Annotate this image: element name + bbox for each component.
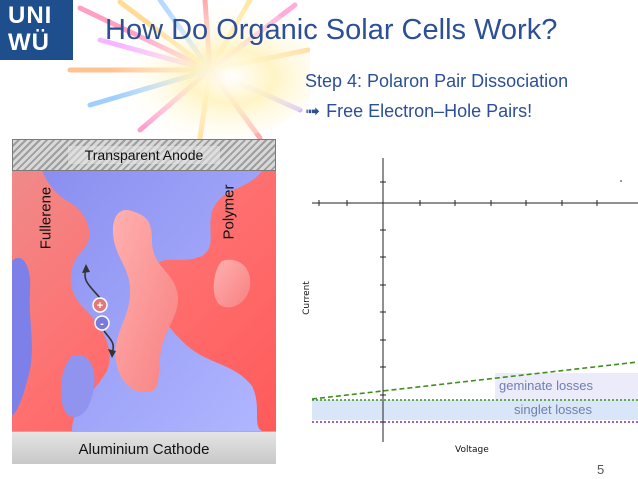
page-number: 5 [597, 462, 605, 477]
polymer-domain-left [12, 257, 32, 416]
x-axis-label: Voltage [455, 445, 489, 455]
fullerene-label: Fullerene [37, 186, 55, 250]
y-axis-label: Current [302, 281, 312, 315]
right-arrow-icon: ➟ [305, 101, 321, 121]
blend-morphology: + - [12, 171, 276, 431]
hole-sign: + [97, 300, 103, 312]
hole-charge [92, 297, 108, 313]
iv-plot [311, 158, 638, 442]
hole-arrowhead [82, 264, 90, 273]
fullerene-island [213, 259, 251, 308]
slide-subtitle: Step 4: Polaron Pair Dissociation [305, 71, 569, 91]
singlet-loss-band [312, 400, 638, 420]
electron-arrowhead [108, 349, 116, 358]
geminate-losses-label: geminate losses [499, 378, 593, 393]
stray-dot [620, 180, 622, 182]
geminate-loss-band [495, 373, 638, 400]
electron-charge [94, 315, 110, 331]
bullet-text: Free Electron–Hole Pairs! [326, 101, 533, 121]
fullerene-channel [112, 210, 179, 393]
logo-line-2: WÜ [8, 29, 50, 56]
transparent-anode: Transparent Anode [12, 139, 276, 171]
singlet-losses-label: singlet losses [514, 402, 593, 417]
aluminium-cathode: Aluminium Cathode [12, 431, 276, 464]
logo-text: UNI WÜ [8, 2, 68, 56]
slide-title: How Do Organic Solar Cells Work? [105, 14, 558, 46]
polymer-label: Polymer [220, 184, 238, 240]
x-axis-ticks [318, 200, 598, 206]
electron-sign: - [100, 318, 104, 330]
sunburst-decoration [67, 0, 310, 140]
university-logo: UNI WÜ [0, 0, 73, 60]
bullet-item: ➟ Free Electron–Hole Pairs! [305, 101, 532, 122]
logo-line-1: UNI [8, 2, 53, 29]
polymer-island [60, 355, 95, 417]
cathode-label: Aluminium Cathode [78, 441, 210, 458]
geminate-loss-line [311, 361, 638, 400]
anode-label: Transparent Anode [68, 146, 220, 164]
